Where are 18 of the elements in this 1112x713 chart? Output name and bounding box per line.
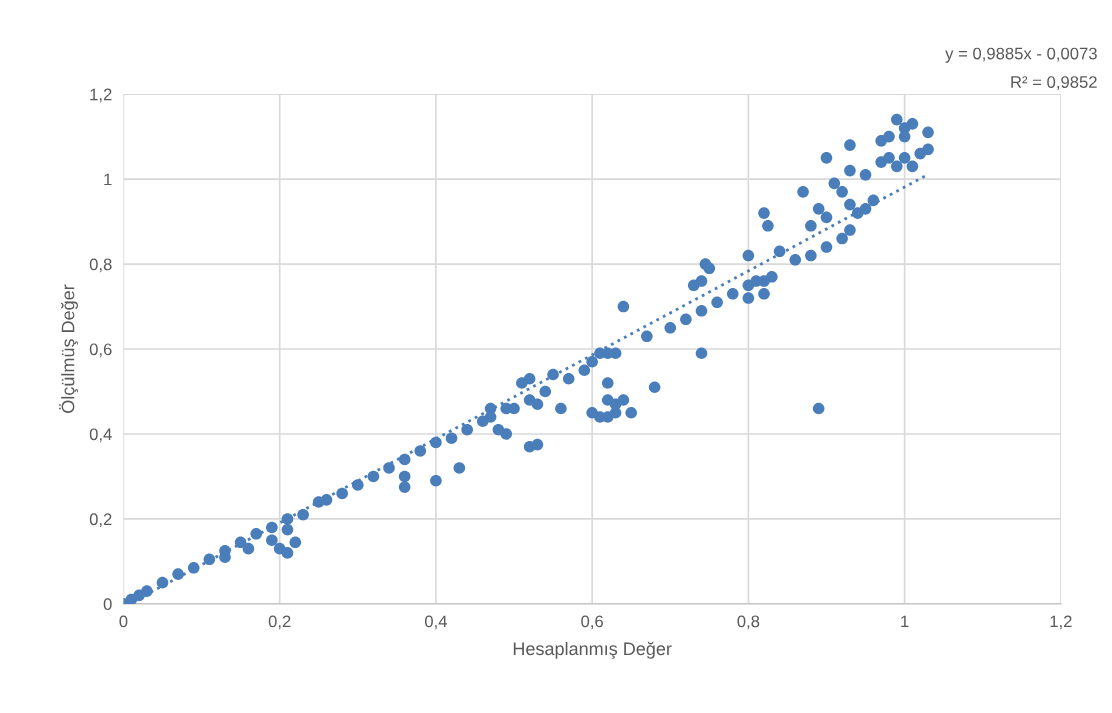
x-tick-label: 1,2 (1050, 615, 1072, 630)
y-tick-label: 0,8 (89, 258, 112, 273)
x-tick-label: 0 (119, 615, 128, 628)
y-tick-label: 1 (104, 173, 112, 186)
y-tick-label: 0 (103, 598, 112, 611)
x-tick-label: 0,8 (737, 615, 760, 630)
x-tick-label: 0,4 (424, 615, 447, 630)
x-tick-label: 0,2 (268, 615, 291, 630)
y-axis-title: Ölçülmüş Değer (59, 284, 79, 413)
y-tick-label: 0,4 (89, 428, 112, 443)
y-tick-label: 1,2 (90, 88, 112, 103)
text: y = 0,9885x - 0,0073 (945, 47, 1097, 63)
y-tick-label: 0,2 (89, 513, 112, 528)
y-tick-label: 0,6 (89, 343, 112, 358)
text: R² = 0,9852 (1011, 76, 1097, 90)
x-tick-label: 1 (901, 615, 909, 628)
x-axis-title: Hesaplanmış Değer (513, 641, 672, 659)
x-tick-label: 0,6 (581, 615, 603, 630)
